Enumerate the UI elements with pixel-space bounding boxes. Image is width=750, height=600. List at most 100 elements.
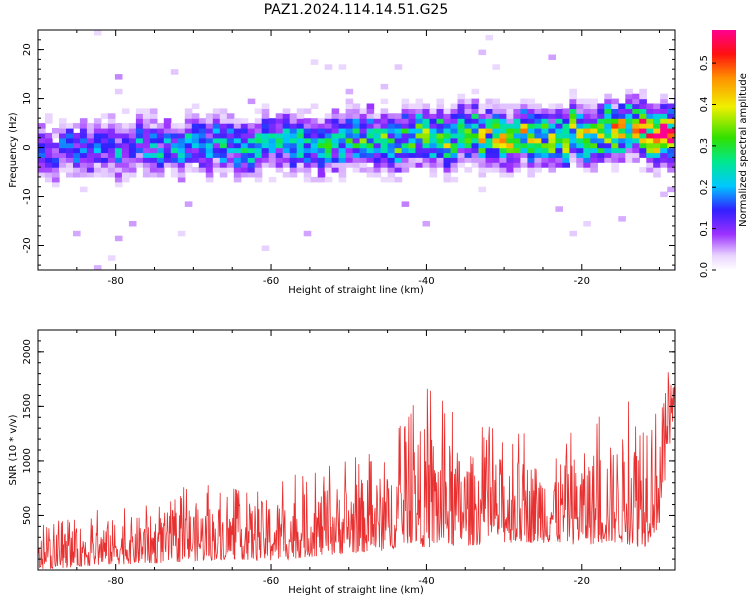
heatmap-cell [219, 147, 228, 154]
heatmap-cell [520, 142, 528, 149]
heatmap-cell [443, 152, 452, 158]
heatmap-cell [422, 137, 431, 144]
heatmap-cell [268, 128, 277, 134]
heatmap-cell [639, 98, 647, 105]
heatmap-cell [184, 113, 193, 119]
heatmap-cell [310, 162, 319, 168]
heatmap-cell [86, 123, 95, 129]
heatmap-cell [639, 152, 647, 158]
heatmap-cell [184, 142, 193, 149]
heatmap-cell [142, 137, 151, 144]
heatmap-cell [170, 69, 179, 75]
heatmap-cell [121, 162, 130, 168]
heatmap-cell [289, 113, 298, 119]
heatmap-cell [212, 113, 221, 119]
heatmap-cell [282, 118, 291, 124]
heatmap-cell [142, 157, 151, 163]
heatmap-cell [93, 137, 102, 144]
heatmap-cell [583, 118, 591, 124]
heatmap-cell [366, 108, 375, 114]
heatmap-cell [499, 152, 507, 158]
heatmap-cell [380, 118, 389, 124]
heatmap-cell [492, 167, 500, 173]
heatmap-cell [128, 167, 137, 173]
heatmap-cell [240, 128, 249, 134]
heatmap-cell [359, 128, 368, 134]
heatmap-cell [632, 128, 640, 134]
heatmap-cell [562, 162, 570, 168]
heatmap-cell [128, 157, 137, 163]
heatmap-cell [394, 157, 403, 163]
heatmap-cell [163, 157, 172, 163]
heatmap-cell [135, 132, 144, 139]
heatmap-cell [618, 118, 626, 124]
heatmap-cell [415, 123, 424, 129]
heatmap-cell [156, 142, 165, 149]
heatmap-cell [618, 123, 626, 129]
heatmap-cell [471, 98, 480, 105]
heatmap-cell [59, 157, 67, 163]
heatmap-cell [191, 128, 200, 134]
heatmap-cell [499, 167, 507, 173]
heatmap-cell [478, 142, 487, 149]
heatmap-cell [625, 93, 633, 100]
heatmap-cell [268, 132, 277, 139]
heatmap-cell [324, 132, 333, 139]
heatmap-cell [527, 167, 535, 173]
heatmap-cell [604, 103, 612, 109]
heatmap-cell [667, 113, 675, 119]
heatmap-cell [597, 118, 605, 124]
heatmap-cell [639, 142, 647, 149]
heatmap-cell [492, 113, 500, 119]
heatmap-cell [604, 118, 612, 124]
heatmap-cell [527, 113, 535, 119]
heatmap-cell [310, 132, 319, 139]
chart-title: PAZ1.2024.114.14.51.G25 [264, 2, 449, 18]
heatmap-cell [73, 142, 81, 149]
heatmap-cell [233, 162, 242, 168]
heatmap-cell [282, 132, 291, 139]
heatmap-cell [513, 123, 521, 129]
heatmap-cell [310, 176, 319, 183]
heatmap-cell [450, 152, 459, 158]
heatmap-cell [317, 157, 326, 163]
heatmap-cell [149, 157, 158, 163]
heatmap-cell [149, 123, 158, 129]
heatmap-cell [163, 162, 172, 168]
heatmap-cell [667, 142, 675, 149]
heatmap-cell [45, 137, 53, 144]
heatmap-cell [401, 108, 410, 114]
heatmap-cell [149, 167, 158, 173]
heatmap-cell [408, 137, 417, 144]
heatmap-cell [135, 157, 144, 163]
heatmap-cell [436, 98, 445, 105]
heatmap-cell [247, 98, 256, 105]
heatmap-cell [625, 132, 633, 139]
heatmap-cell [226, 118, 235, 124]
heatmap-cell [604, 137, 612, 144]
heatmap-cell [534, 132, 542, 139]
snr-xlabel: Height of straight line (km) [288, 585, 424, 596]
heatmap-cell [345, 157, 354, 163]
heatmap-cell [506, 113, 514, 119]
heatmap-cell [667, 118, 675, 124]
heatmap-cell [401, 113, 410, 119]
heatmap-cell [380, 83, 389, 90]
heatmap-cell [625, 128, 633, 134]
heatmap-cell [149, 113, 158, 119]
heatmap-cell [611, 167, 619, 173]
heatmap-cell [625, 88, 633, 95]
heatmap-cell [212, 142, 221, 149]
heatmap-cell [450, 128, 459, 134]
heatmap-cell [100, 152, 109, 158]
heatmap-cell [184, 157, 193, 163]
heatmap-cell [583, 162, 591, 168]
heatmap-cell [492, 147, 500, 154]
heatmap-cell [618, 142, 626, 149]
heatmap-cell [534, 128, 542, 134]
heatmap-cell [177, 142, 186, 149]
heatmap-cell [611, 132, 619, 139]
heatmap-cell [478, 167, 487, 173]
heatmap-cell [212, 162, 221, 168]
heatmap-cell [135, 128, 144, 134]
